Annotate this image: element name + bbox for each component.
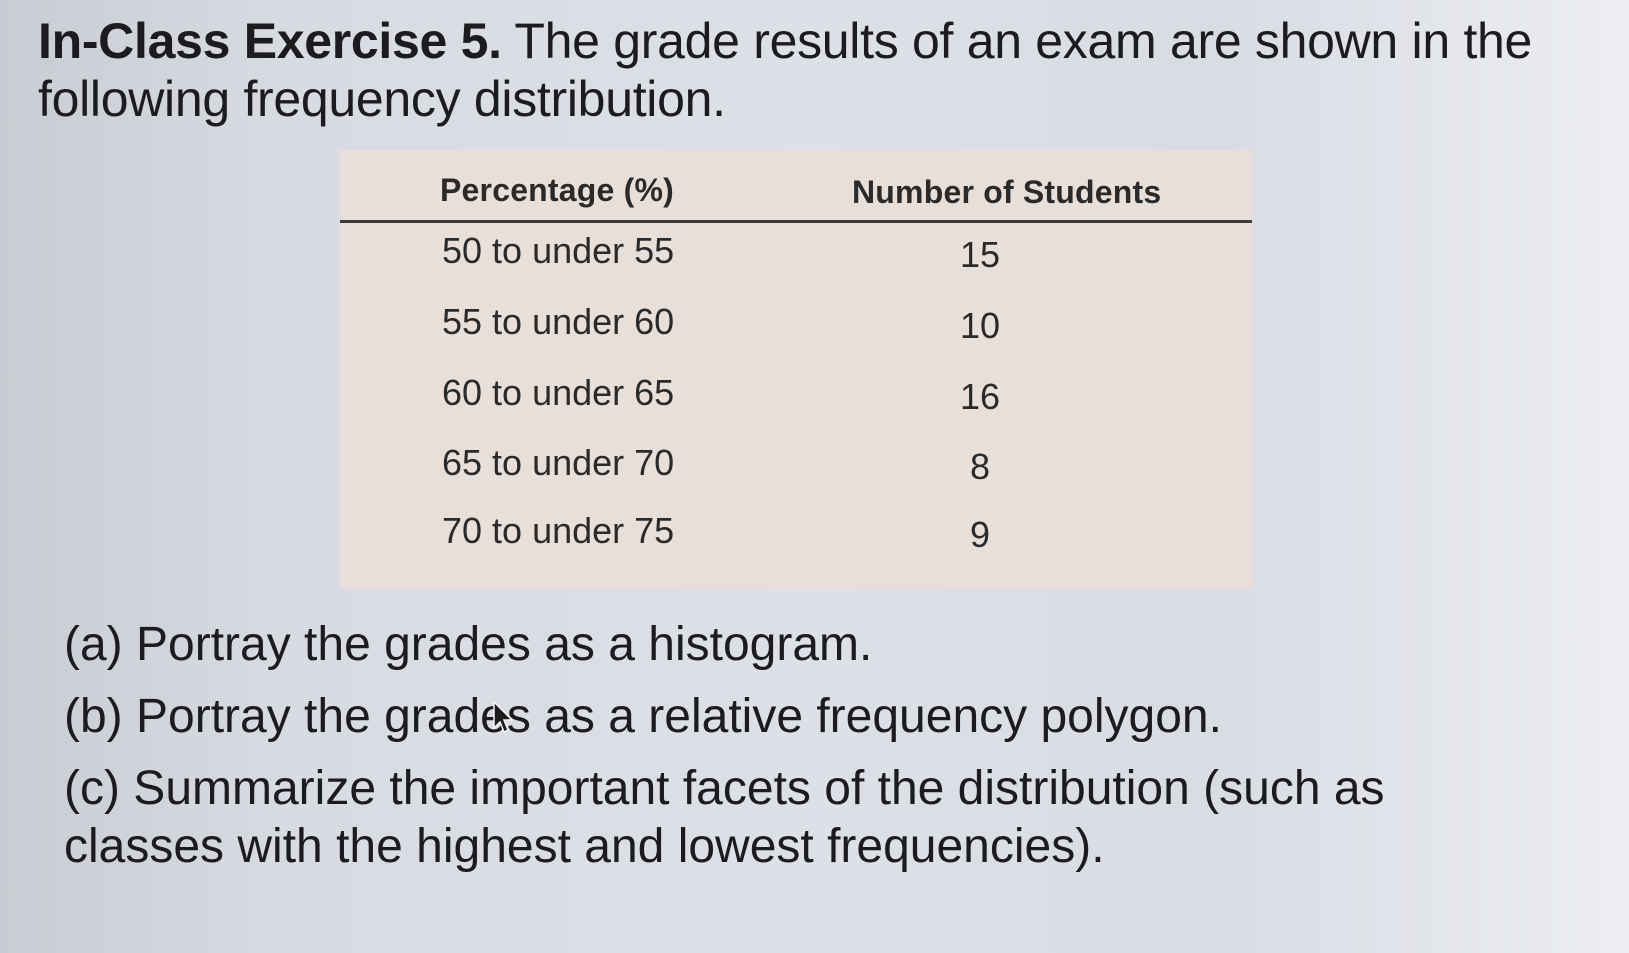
table-row: 60 to under 65 16	[340, 372, 1252, 417]
question-b: (b) Portray the grades as a relative fre…	[64, 690, 1222, 743]
exercise-heading: In-Class Exercise 5. The grade results o…	[38, 12, 1598, 128]
row-count: 10	[959, 305, 1001, 346]
row-range: 65 to under 70	[442, 442, 675, 483]
row-count: 9	[969, 514, 991, 555]
question-c: (c) Summarize the important facets of th…	[64, 762, 1385, 873]
frequency-table: Percentage (%) Number of Students 50 to …	[340, 150, 1252, 588]
mouse-pointer-icon	[493, 700, 514, 734]
row-range: 60 to under 65	[442, 372, 675, 413]
question-a: (a) Portray the grades as a histogram.	[64, 618, 873, 671]
row-range: 70 to under 75	[442, 510, 675, 551]
table-row: 70 to under 75 9	[340, 510, 1252, 555]
table-row: 50 to under 55 15	[340, 230, 1252, 275]
exercise-description: The grade results of an exam are shown i…	[38, 13, 1533, 127]
table-row: 65 to under 70 8	[340, 442, 1252, 487]
header-divider	[340, 220, 1252, 223]
exercise-title: In-Class Exercise 5.	[38, 13, 502, 69]
row-count: 8	[969, 446, 991, 487]
header-number-of-students: Number of Students	[852, 174, 1162, 210]
header-percentage: Percentage (%)	[440, 172, 674, 208]
table-row: 55 to under 60 10	[340, 301, 1252, 346]
row-range: 55 to under 60	[442, 301, 675, 342]
row-count: 16	[959, 376, 1001, 417]
row-count: 15	[959, 234, 1001, 275]
row-range: 50 to under 55	[442, 230, 675, 271]
